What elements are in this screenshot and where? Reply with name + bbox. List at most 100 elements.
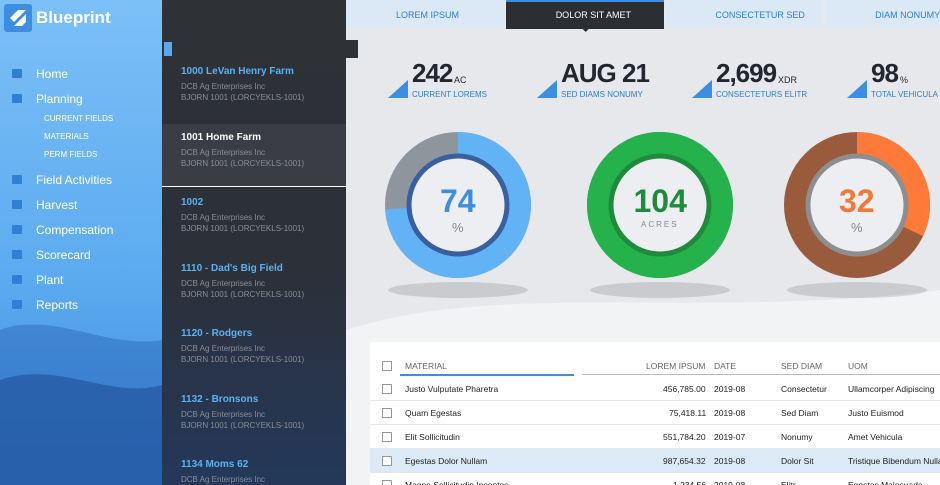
row-selected[interactable] [370, 449, 940, 472]
field-name[interactable]: 1120 - Rodgers [181, 328, 253, 339]
table-cell: Justo Euismod [848, 408, 904, 418]
table-cell: Quam Egestas [405, 408, 462, 418]
field-name[interactable]: 1134 Moms 62 [181, 459, 249, 470]
table-cell: Ullamcorper Adipiscing [848, 384, 935, 394]
kpi-unit: XDR [778, 75, 798, 85]
table-cell: Amet Vehicula [848, 432, 903, 442]
tab-label[interactable]: DOLOR SIT AMET [555, 10, 632, 20]
table-cell: 2019-08 [714, 408, 746, 418]
table-cell: Elit Sollicitudin [405, 432, 460, 442]
row-rule [370, 400, 940, 401]
table-cell: 2019-07 [714, 432, 746, 442]
header-rule [582, 374, 940, 375]
table-cell: 1,234.56 [673, 480, 707, 485]
nav-icon [12, 175, 22, 184]
table-cell: Justo Vulputate Pharetra [405, 384, 499, 394]
field-name[interactable]: 1001 Home Farm [181, 131, 262, 143]
table-cell: Nonumy [781, 432, 813, 442]
tab[interactable] [505, 0, 664, 29]
checkbox[interactable] [382, 480, 392, 485]
gauge-inner [805, 153, 909, 257]
nav-subitem[interactable]: MATERIALS [44, 132, 89, 141]
nav-item[interactable]: Harvest [36, 198, 78, 212]
tab-label[interactable]: CONSECTETUR SED [715, 10, 805, 20]
table-cell: 551,784.20 [663, 432, 706, 442]
kpi-value: AUG 21 [561, 58, 650, 88]
checkbox[interactable] [382, 456, 392, 466]
gauge-shadow [787, 282, 927, 298]
nav-item[interactable]: Plant [36, 273, 64, 287]
kpi-corner [537, 80, 557, 98]
gauge-value: 104 [633, 183, 687, 219]
field-company: DCB Ag Enterprises Inc [181, 344, 266, 353]
field-company: DCB Ag Enterprises Inc [181, 147, 266, 157]
checkbox[interactable] [382, 384, 392, 394]
column-header: SED DIAM [781, 361, 823, 371]
tab[interactable] [346, 0, 504, 27]
nav-subitem[interactable]: CURRENT FIELDS [44, 114, 114, 123]
tab[interactable] [665, 0, 824, 27]
field-company: DCB Ag Enterprises Inc [181, 213, 266, 222]
nav-icon [12, 94, 22, 103]
nav-item[interactable]: Scorecard [36, 248, 91, 262]
field-code: BJORN 1001 (LORCYEKLS-1001) [181, 289, 305, 299]
gauge-shadow [590, 282, 730, 298]
column-header: LOREM IPSUM [646, 361, 706, 371]
gauge-value: 32 [839, 183, 875, 219]
field-code: BJORN 1001 (LORCYEKLS-1001) [181, 93, 305, 102]
nav-item[interactable]: Reports [36, 298, 79, 312]
table-cell: 2019-08 [714, 456, 746, 466]
kpi-label: CONSECTETURS ELITR [716, 90, 808, 99]
checkbox[interactable] [382, 408, 392, 418]
gauge-arc [587, 132, 733, 278]
field-selected[interactable] [162, 123, 346, 187]
kpi-label: SED DIAMS NONUMY [561, 90, 643, 99]
tab[interactable] [825, 0, 940, 27]
kpi-unit: AC [454, 75, 467, 85]
checkbox[interactable] [382, 432, 392, 442]
table-cell: 2019-08 [714, 384, 746, 394]
gauge-inner [608, 153, 712, 257]
field-code: BJORN 1001 (LORCYEKLS-1001) [181, 420, 305, 430]
gauge-value: 74 [440, 183, 476, 219]
field-company: DCB Ag Enterprises Inc [181, 409, 266, 419]
gauge-unit: ACRES [641, 220, 679, 229]
nav-item[interactable]: Compensation [36, 223, 114, 237]
table-cell: Dolor Sit [781, 456, 814, 466]
kpi-label: CURRENT LOREMS [412, 90, 487, 99]
kpi-value: 2,699 [716, 58, 777, 88]
row-rule [370, 472, 940, 473]
row-rule [370, 424, 940, 425]
nav-item[interactable]: Field Activities [36, 173, 113, 187]
field-company: DCB Ag Enterprises Inc [181, 475, 266, 484]
table-cell: Elitr [781, 480, 796, 485]
tab-label[interactable]: LOREM IPSUM [396, 10, 460, 20]
table-cell: Tristique Bibendum Nullam [848, 456, 940, 466]
column-header: UOM [848, 361, 868, 371]
tab-label[interactable]: DIAM NONUMY ELIT [875, 10, 940, 20]
table-cell: Egestas Dolor Nullam [405, 456, 488, 466]
checkbox[interactable] [382, 361, 392, 371]
field-name[interactable]: 1002 [181, 197, 204, 208]
header-underline [400, 374, 574, 376]
field-name[interactable]: 1110 - Dad's Big Field [181, 262, 283, 274]
gauge-unit: % [452, 220, 464, 235]
nav-item[interactable]: Planning [36, 92, 83, 106]
gauge-inner [406, 153, 510, 257]
brand: Blueprint [36, 8, 111, 27]
field-name[interactable]: 1000 LeVan Henry Farm [181, 66, 294, 77]
gauge-shadow [388, 282, 528, 298]
column-header: MATERIAL [405, 361, 447, 371]
gauge-unit: % [851, 220, 863, 235]
table-cell: Consectetur [781, 384, 827, 394]
row-rule [370, 448, 940, 449]
nav-subitem[interactable]: PERM FIELDS [44, 150, 98, 159]
table-cell: 987,654.32 [663, 456, 706, 466]
nav-icon [12, 300, 22, 309]
field-code: BJORN 1001 (LORCYEKLS-1001) [181, 355, 305, 364]
field-company: DCB Ag Enterprises Inc [181, 278, 266, 288]
nav-item[interactable]: Home [36, 67, 69, 81]
field-name[interactable]: 1132 - Bronsons [181, 393, 259, 405]
kpi-corner [388, 80, 408, 98]
